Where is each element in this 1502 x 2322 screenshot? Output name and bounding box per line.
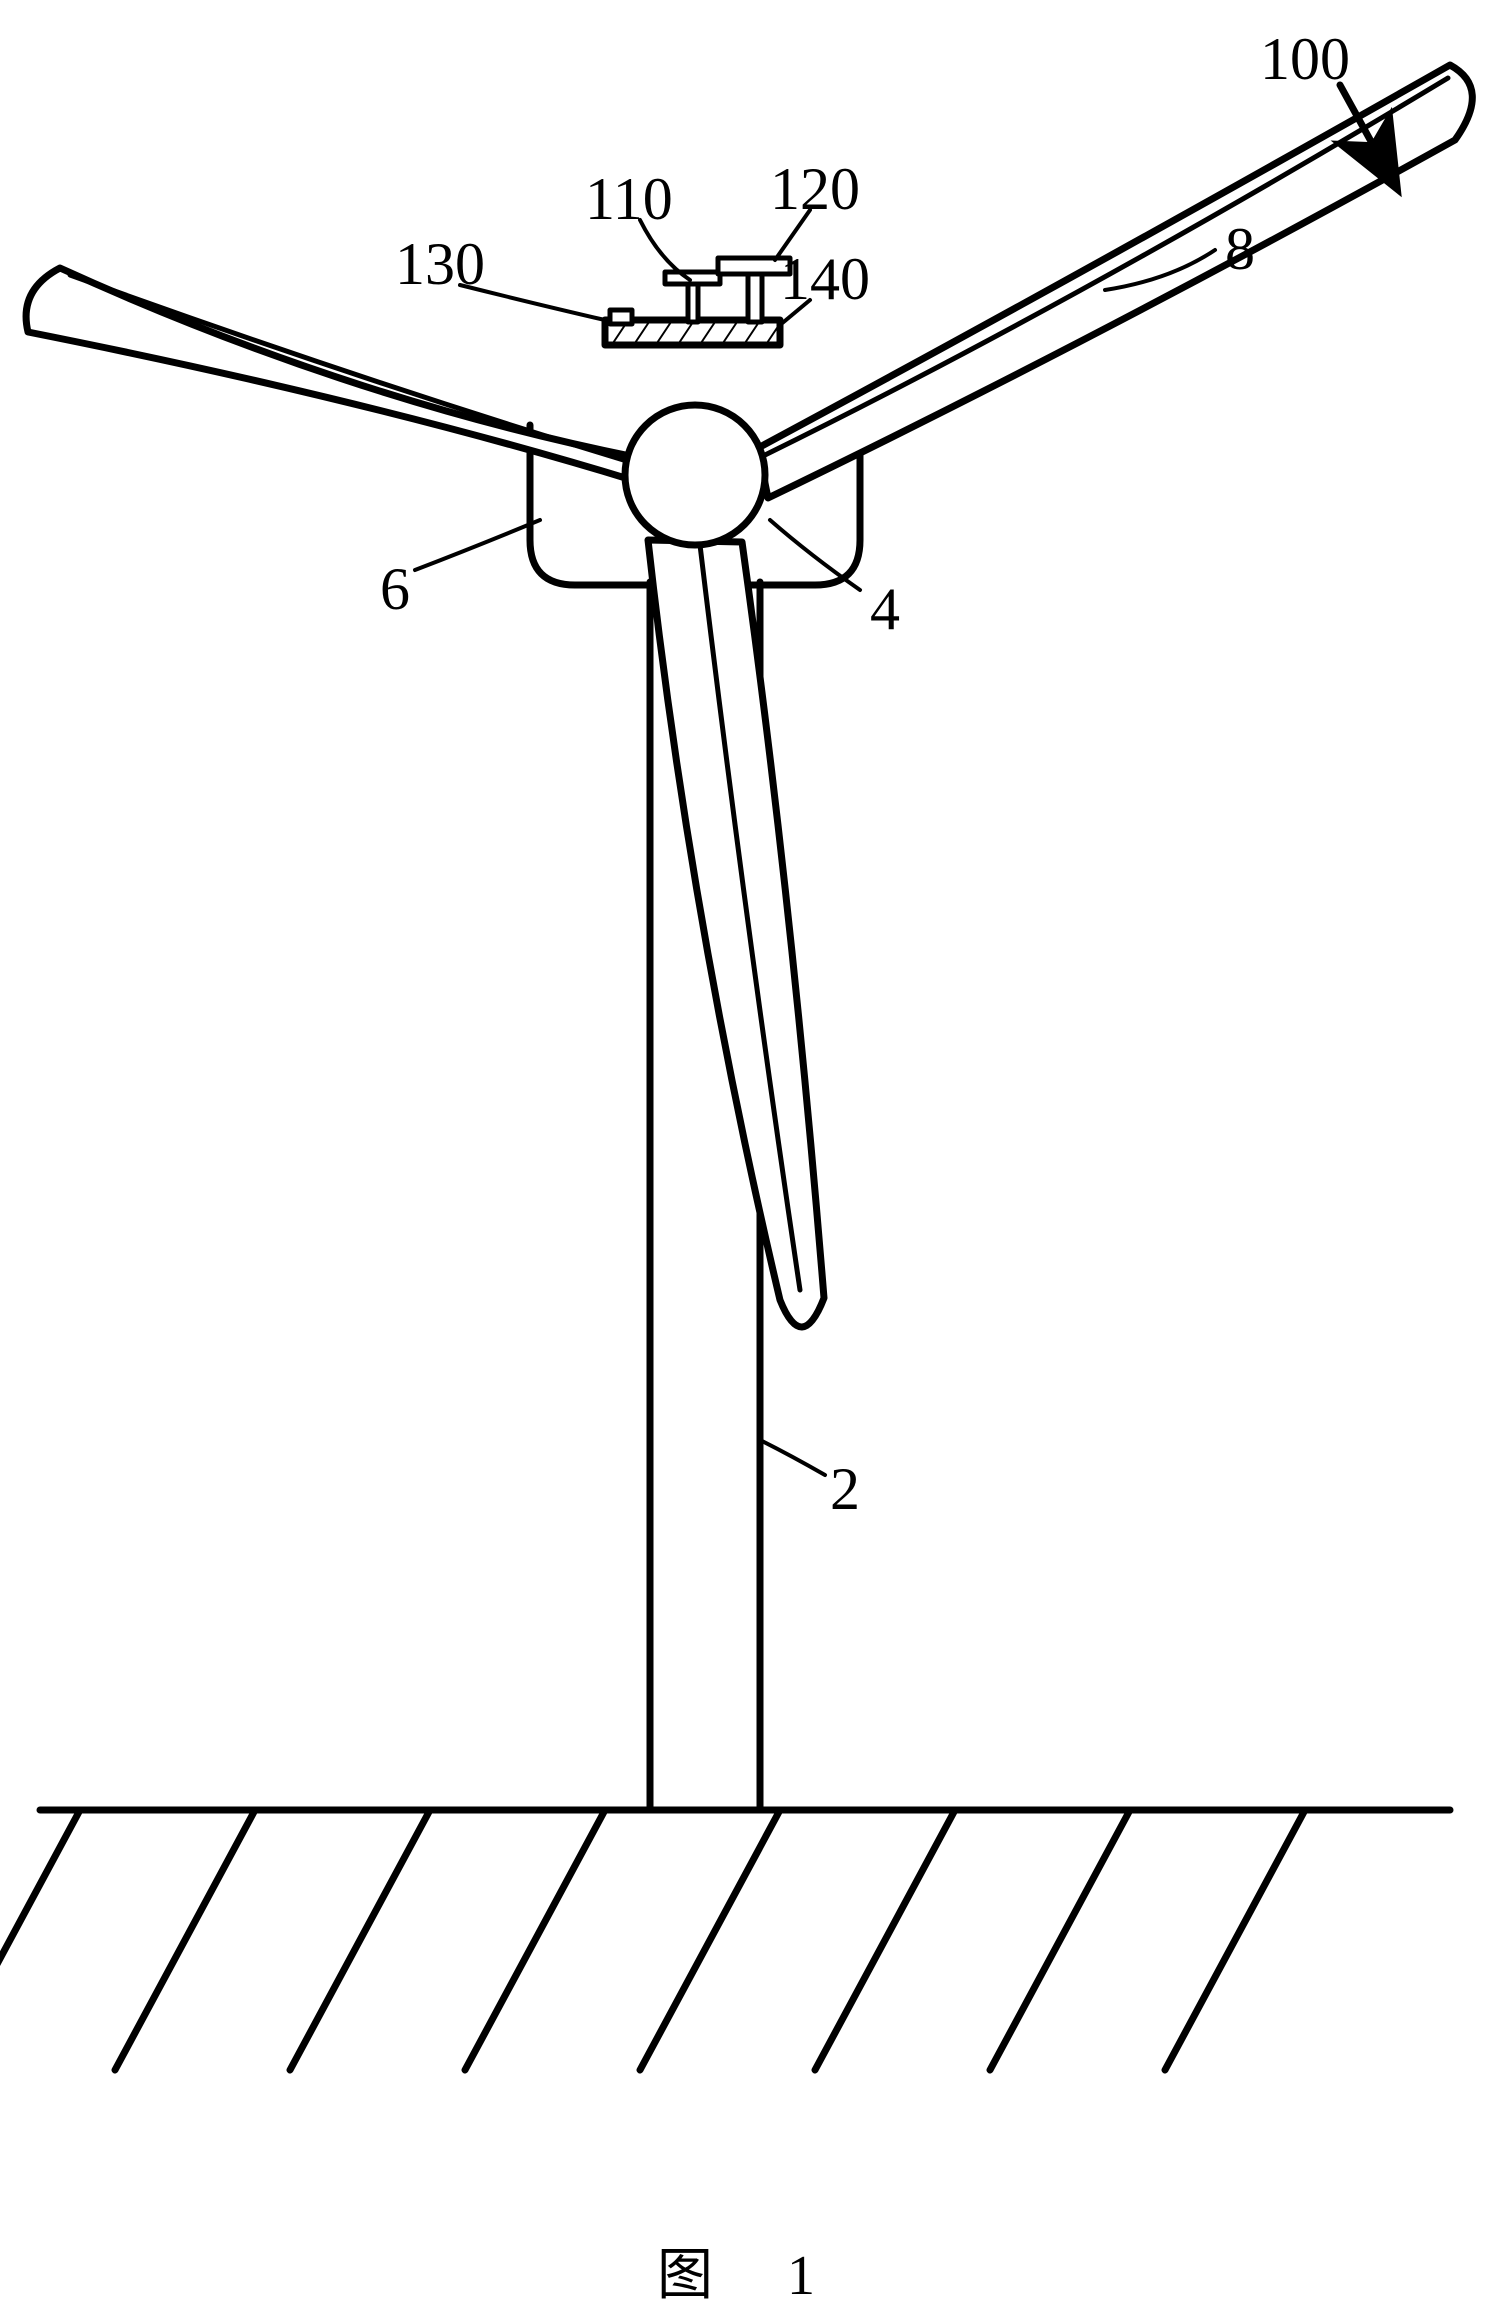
label-8: 8: [1225, 215, 1255, 284]
figure-caption: 图 1: [0, 2230, 1502, 2311]
patent-figure-1: [0, 0, 1502, 2210]
label-130: 130: [395, 230, 485, 299]
label-6: 6: [380, 555, 410, 624]
label-140: 140: [780, 245, 870, 314]
label-110: 110: [585, 165, 673, 234]
label-2: 2: [830, 1455, 860, 1524]
label-100: 100: [1260, 25, 1350, 94]
label-4: 4: [870, 575, 900, 644]
label-120: 120: [770, 155, 860, 224]
